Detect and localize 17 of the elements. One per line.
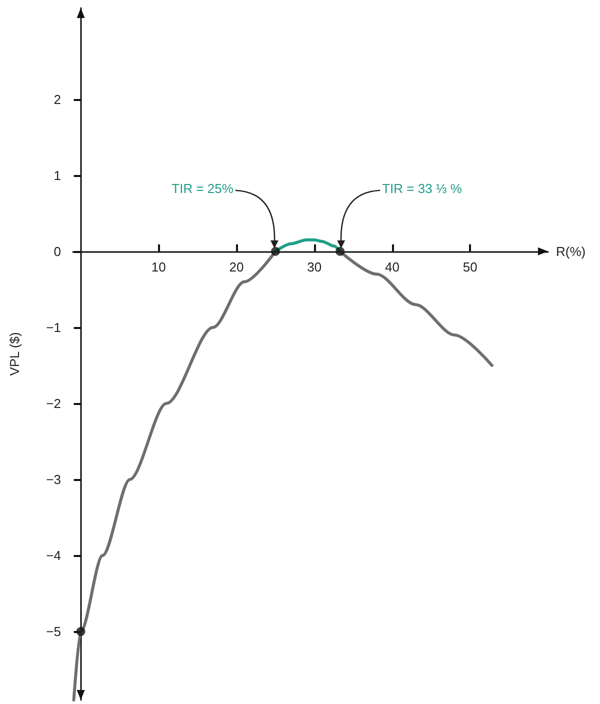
y-tick-label: 0 bbox=[54, 244, 61, 259]
y-axis-title: VPL ($) bbox=[7, 332, 22, 376]
x-axis-title: R(%) bbox=[556, 244, 586, 259]
annotation: TIR = 25% bbox=[172, 180, 234, 196]
x-tick-label: 30 bbox=[307, 259, 322, 274]
x-tick-label: 20 bbox=[229, 259, 244, 274]
x-tick-label: 50 bbox=[462, 259, 478, 274]
annotation: TIR = 33 ⅓ % bbox=[382, 180, 462, 196]
y-tick-label: 1 bbox=[54, 168, 61, 183]
y-tick-label: −4 bbox=[46, 548, 61, 564]
y-tick-label: −2 bbox=[46, 396, 61, 411]
x-tick-label: 40 bbox=[385, 259, 400, 274]
y-tick-label: −1 bbox=[46, 320, 61, 335]
y-tick-label: 2 bbox=[54, 92, 61, 107]
y-tick-label: −5 bbox=[46, 624, 61, 640]
y-tick-label: −3 bbox=[46, 472, 61, 487]
x-tick-label: 10 bbox=[151, 259, 166, 274]
